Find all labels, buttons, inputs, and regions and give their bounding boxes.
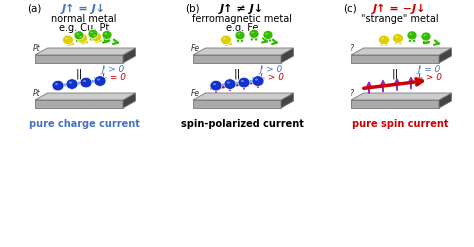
Polygon shape <box>193 48 293 55</box>
Text: "strange" metal: "strange" metal <box>361 14 439 24</box>
Ellipse shape <box>63 35 73 45</box>
Ellipse shape <box>76 33 79 35</box>
Text: (b): (b) <box>185 4 200 14</box>
Text: Jₛ = 0: Jₛ = 0 <box>101 74 126 82</box>
Polygon shape <box>281 48 293 63</box>
Ellipse shape <box>76 34 88 43</box>
Text: ?: ? <box>349 89 353 99</box>
Ellipse shape <box>379 35 390 45</box>
Text: e.g. Fe: e.g. Fe <box>226 23 258 33</box>
Text: Jⁱ > 0: Jⁱ > 0 <box>101 64 124 74</box>
Text: Jₛ > 0: Jₛ > 0 <box>259 74 284 82</box>
Polygon shape <box>193 100 281 108</box>
Ellipse shape <box>80 77 92 88</box>
Text: ?: ? <box>349 44 353 54</box>
Polygon shape <box>123 93 136 108</box>
Text: Jⁱ > 0: Jⁱ > 0 <box>259 64 282 74</box>
Ellipse shape <box>83 80 86 82</box>
Ellipse shape <box>227 82 230 83</box>
Text: ferromagnetic metal: ferromagnetic metal <box>192 14 292 24</box>
Ellipse shape <box>55 83 58 85</box>
Ellipse shape <box>407 31 417 40</box>
Ellipse shape <box>395 36 398 38</box>
Ellipse shape <box>213 83 216 85</box>
Ellipse shape <box>421 32 431 41</box>
Ellipse shape <box>237 33 240 35</box>
Text: J↑ = J↓: J↑ = J↓ <box>62 4 106 14</box>
Text: J↑ ≠ J↓: J↑ ≠ J↓ <box>220 4 264 14</box>
Text: ||: || <box>392 69 399 79</box>
Polygon shape <box>281 93 293 108</box>
Ellipse shape <box>97 79 100 81</box>
Ellipse shape <box>91 32 93 33</box>
Ellipse shape <box>381 38 384 40</box>
Ellipse shape <box>104 33 107 35</box>
Ellipse shape <box>255 79 258 81</box>
Polygon shape <box>35 100 123 108</box>
Ellipse shape <box>392 34 403 43</box>
Polygon shape <box>439 93 452 108</box>
Ellipse shape <box>224 79 236 89</box>
Text: Pt: Pt <box>33 44 41 54</box>
Polygon shape <box>351 100 439 108</box>
Ellipse shape <box>235 31 245 40</box>
Ellipse shape <box>210 80 222 91</box>
Polygon shape <box>193 55 281 63</box>
Ellipse shape <box>223 38 226 40</box>
Ellipse shape <box>263 30 273 40</box>
Text: e.g. Cu, Pt: e.g. Cu, Pt <box>59 23 109 33</box>
Polygon shape <box>351 93 452 100</box>
Polygon shape <box>35 55 123 63</box>
Text: Fe: Fe <box>191 44 200 54</box>
Ellipse shape <box>66 79 78 89</box>
Polygon shape <box>35 48 136 55</box>
Ellipse shape <box>251 32 254 33</box>
Ellipse shape <box>265 33 268 35</box>
Text: Pt: Pt <box>33 89 41 99</box>
Text: pure charge current: pure charge current <box>28 119 139 129</box>
Ellipse shape <box>91 32 101 42</box>
Ellipse shape <box>102 30 112 40</box>
Ellipse shape <box>94 76 106 86</box>
Polygon shape <box>35 93 136 100</box>
Text: (c): (c) <box>343 4 357 14</box>
Polygon shape <box>193 93 293 100</box>
Polygon shape <box>123 48 136 63</box>
Text: (a): (a) <box>27 4 41 14</box>
Ellipse shape <box>241 80 244 82</box>
Ellipse shape <box>69 82 72 83</box>
Ellipse shape <box>410 33 412 35</box>
Ellipse shape <box>252 76 264 86</box>
Ellipse shape <box>65 38 68 40</box>
Ellipse shape <box>220 35 231 45</box>
Ellipse shape <box>423 34 426 36</box>
Text: ||: || <box>233 69 241 79</box>
Polygon shape <box>439 48 452 63</box>
Text: Fe: Fe <box>191 89 200 99</box>
Ellipse shape <box>238 77 250 88</box>
Ellipse shape <box>74 31 84 40</box>
Text: Jₛ > 0: Jₛ > 0 <box>417 74 442 82</box>
Polygon shape <box>351 55 439 63</box>
Text: J↑ = −J↓: J↑ = −J↓ <box>373 4 427 14</box>
Polygon shape <box>351 48 452 55</box>
Text: Jⁱ = 0: Jⁱ = 0 <box>417 64 440 74</box>
Ellipse shape <box>79 36 82 38</box>
Ellipse shape <box>93 35 96 36</box>
Text: spin-polarized current: spin-polarized current <box>181 119 303 129</box>
Ellipse shape <box>249 29 259 38</box>
Ellipse shape <box>52 80 64 91</box>
Ellipse shape <box>88 29 98 38</box>
Text: pure spin current: pure spin current <box>352 119 448 129</box>
Text: ||: || <box>75 69 82 79</box>
Text: normal metal: normal metal <box>51 14 117 24</box>
